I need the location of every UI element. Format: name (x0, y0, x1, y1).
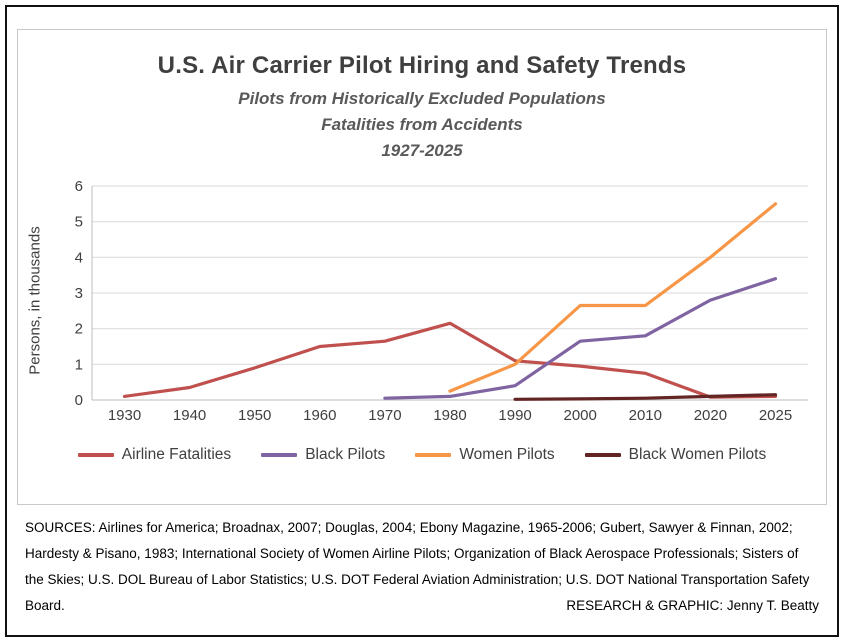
x-tick-label: 2000 (564, 407, 597, 424)
legend-label-airline-fatalities: Airline Fatalities (121, 446, 232, 463)
plot-area-row: Persons, in thousands 0 1 2 3 4 5 6 1930 1940 195… (18, 174, 826, 426)
y-axis-title-text: Persons, in thousands (26, 225, 44, 375)
x-tick-label: 2025 (759, 407, 792, 424)
x-tick-label: 1950 (238, 407, 271, 424)
legend-line-women-pilots (415, 453, 452, 457)
series-line-women-pilots (448, 202, 778, 393)
x-tick-label: 1930 (108, 407, 141, 424)
series-line-airline-fatalities (122, 321, 778, 399)
chart-panel: U.S. Air Carrier Pilot Hiring and Safety… (17, 29, 827, 505)
y-tick-label: 4 (75, 249, 83, 266)
credit-text: RESEARCH & GRAPHIC: Jenny T. Beatty (566, 598, 819, 613)
x-tick-label: 2020 (694, 407, 727, 424)
y-tick-label: 0 (75, 392, 83, 409)
y-tick-label: 5 (75, 214, 83, 231)
legend-item-airline-fatalities: Airline Fatalities (77, 446, 232, 464)
legend-item-black-women-pilots: Black Women Pilots (584, 446, 767, 464)
legend-label-black-pilots: Black Pilots (305, 446, 386, 463)
x-tick-label: 1970 (368, 407, 401, 424)
x-tick-label: 2010 (629, 407, 662, 424)
x-tick-label: 1940 (173, 407, 206, 424)
y-tick-label: 3 (75, 285, 83, 302)
sources-footer: SOURCES: Airlines for America; Broadnax,… (17, 513, 827, 621)
legend-line-black-women-pilots (584, 453, 621, 457)
legend-label-women-pilots: Women Pilots (459, 446, 555, 463)
legend-item-black-pilots: Black Pilots (261, 446, 385, 464)
chart-subtitle-line-3: 1927-2025 (381, 141, 463, 160)
line-chart: 0 1 2 3 4 5 6 1930 1940 1950 1960 1970 1980 1990 2000 2… (75, 178, 808, 424)
chart-legend: Airline Fatalities Black Pilots Women Pilo… (18, 446, 826, 464)
series-line-black-women-pilots (513, 393, 778, 401)
series-line-black-pilots (383, 277, 778, 400)
x-tick-label: 1960 (303, 407, 336, 424)
y-tick-label: 1 (75, 356, 83, 373)
legend-line-black-pilots (261, 453, 298, 457)
sources-text: SOURCES: Airlines for America; Broadnax,… (25, 520, 810, 613)
outer-frame: U.S. Air Carrier Pilot Hiring and Safety… (5, 5, 839, 637)
chart-subtitle-line-2: Fatalities from Accidents (321, 115, 523, 134)
legend-line-airline-fatalities (77, 453, 114, 457)
y-tick-label: 2 (75, 321, 83, 338)
legend-item-women-pilots: Women Pilots (415, 446, 555, 464)
x-tick-label: 1990 (498, 407, 531, 424)
legend-label-black-women-pilots: Black Women Pilots (628, 446, 767, 463)
chart-title: U.S. Air Carrier Pilot Hiring and Safety… (157, 52, 687, 79)
y-axis-title: Persons, in thousands (20, 174, 50, 426)
y-tick-label: 6 (75, 178, 83, 195)
x-tick-label: 1980 (433, 407, 466, 424)
chart-subtitle-line-1: Pilots from Historically Excluded Popula… (238, 89, 606, 108)
